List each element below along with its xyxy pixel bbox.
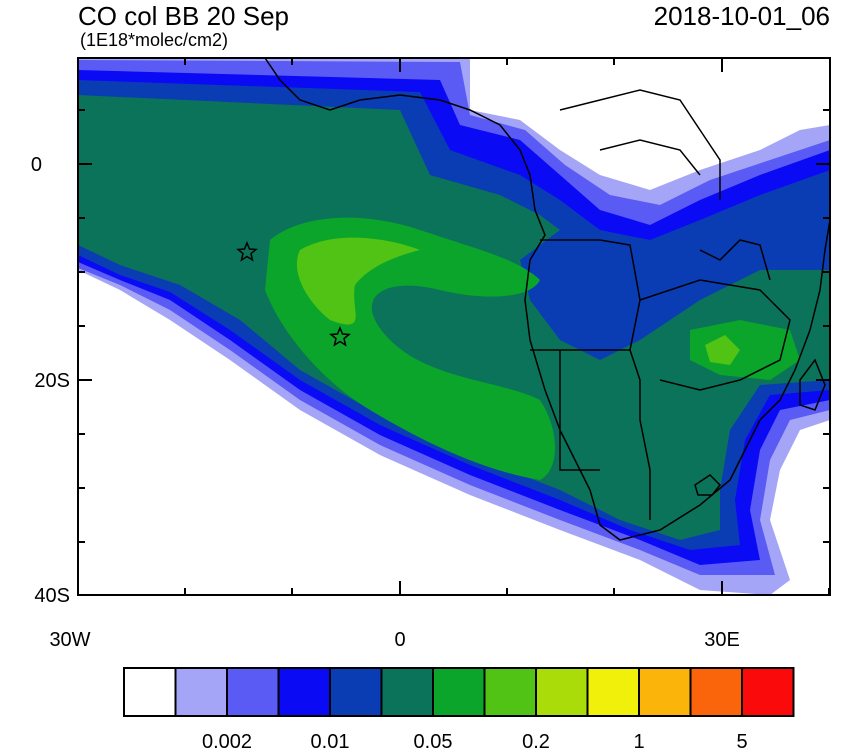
colorbar-label: 5 (736, 731, 747, 750)
axis-ticks (77, 58, 830, 596)
border-3 (559, 350, 600, 471)
madagascar (799, 358, 826, 411)
colorbar-swatch (123, 667, 177, 717)
border-2 (629, 349, 651, 520)
colorbar-swatch (380, 667, 434, 717)
lesotho (694, 474, 722, 496)
x-label-0: 0 (394, 629, 405, 651)
x-label-30e: 30E (704, 629, 740, 651)
colorbar-swatch (226, 667, 280, 717)
colorbar-label: 1 (633, 731, 644, 750)
colorbar-labels: 0.002 0.01 0.05 0.2 1 5 (202, 731, 748, 750)
coastlines (264, 58, 830, 541)
colorbar-label: 0.002 (202, 731, 252, 750)
co-column-field (78, 58, 830, 595)
x-label-30w: 30W (49, 629, 90, 651)
colorbar-swatch (586, 667, 640, 717)
contour-patch-lightgreen-east (705, 335, 740, 365)
colorbar-swatch (277, 667, 331, 717)
colorbar-swatch (432, 667, 486, 717)
contour-patch-green-east (690, 320, 800, 380)
colorbar-label: 0.2 (522, 731, 550, 750)
star-marker (329, 326, 351, 347)
y-label-0: 0 (31, 154, 42, 176)
colorbar-swatch (329, 667, 383, 717)
west-africa-coast (264, 58, 761, 541)
colorbar-swatch (638, 667, 692, 717)
contour-band-lightgreen (296, 237, 420, 325)
border-6 (559, 89, 721, 200)
map-title: CO col BB 20 Sep (78, 1, 289, 31)
colorbar-swatch (689, 667, 743, 717)
units-label: (1E18*molec/cm2) (80, 30, 229, 50)
colorbar (123, 667, 795, 717)
colorbar-label: 0.01 (311, 731, 350, 750)
colorbar-label: 0.05 (414, 731, 453, 750)
contour-patch-darkblue (545, 240, 640, 355)
east-africa-coast (759, 219, 830, 421)
marker-stars (236, 241, 351, 347)
star-marker (236, 241, 258, 262)
y-label-20s: 20S (34, 370, 70, 392)
colorbar-swatch (483, 667, 537, 717)
border-5 (699, 239, 771, 281)
colorbar-swatch (535, 667, 589, 717)
y-label-40s: 40S (34, 585, 70, 607)
colorbar-swatch (741, 667, 795, 717)
border-4 (639, 279, 791, 391)
border-7 (599, 139, 701, 176)
datetime-label: 2018-10-01_06 (653, 1, 830, 31)
colorbar-swatch (174, 667, 228, 717)
